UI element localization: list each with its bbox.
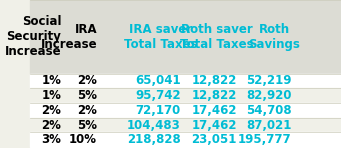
Bar: [30, 103, 341, 118]
Text: 17,462: 17,462: [191, 104, 237, 117]
Text: 195,777: 195,777: [238, 133, 291, 146]
Text: 218,828: 218,828: [127, 133, 181, 146]
Bar: [30, 88, 341, 103]
Text: 54,708: 54,708: [246, 104, 291, 117]
Text: Roth saver
Total Taxes: Roth saver Total Taxes: [180, 23, 253, 51]
Text: 10%: 10%: [69, 133, 97, 146]
Text: 104,483: 104,483: [127, 119, 181, 132]
Text: 2%: 2%: [41, 119, 61, 132]
Bar: [30, 132, 341, 147]
Text: 1%: 1%: [41, 89, 61, 102]
Text: 3%: 3%: [41, 133, 61, 146]
Bar: [30, 118, 341, 132]
Text: Roth
Savings: Roth Savings: [248, 23, 300, 51]
Text: IRA saver
Total Taxes: IRA saver Total Taxes: [124, 23, 197, 51]
Text: 95,742: 95,742: [135, 89, 181, 102]
Bar: [30, 74, 341, 88]
Bar: [30, 0, 341, 74]
Text: 82,920: 82,920: [246, 89, 291, 102]
Text: 65,041: 65,041: [135, 74, 181, 87]
Text: Social
Security
Increase: Social Security Increase: [5, 15, 61, 58]
Text: 23,051: 23,051: [192, 133, 237, 146]
Text: 5%: 5%: [77, 89, 97, 102]
Text: 12,822: 12,822: [192, 74, 237, 87]
Text: 52,219: 52,219: [246, 74, 291, 87]
Text: 2%: 2%: [77, 104, 97, 117]
Text: 72,170: 72,170: [136, 104, 181, 117]
Text: 2%: 2%: [77, 74, 97, 87]
Text: 2%: 2%: [41, 104, 61, 117]
Text: 87,021: 87,021: [246, 119, 291, 132]
Text: 5%: 5%: [77, 119, 97, 132]
Text: IRA
Increase: IRA Increase: [40, 23, 97, 51]
Text: 12,822: 12,822: [192, 89, 237, 102]
Text: 17,462: 17,462: [191, 119, 237, 132]
Text: 1%: 1%: [41, 74, 61, 87]
